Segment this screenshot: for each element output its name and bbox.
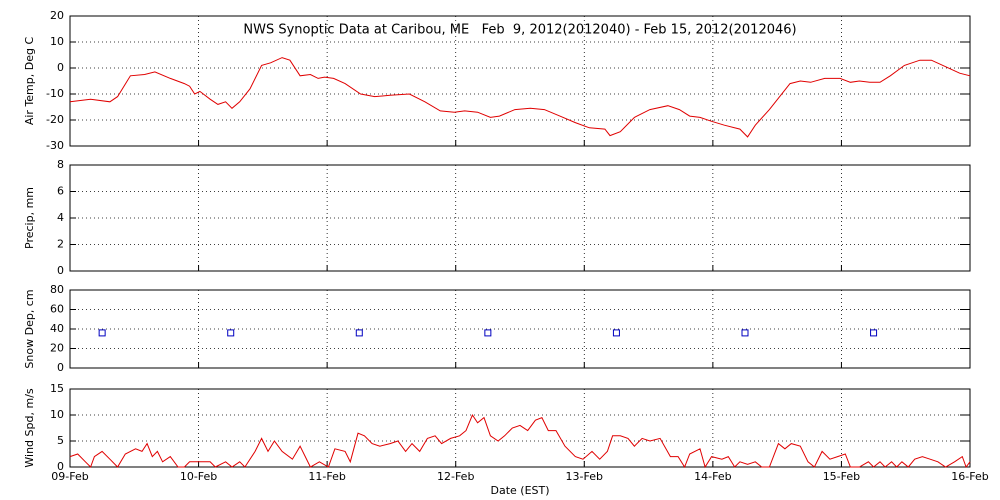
y-tick-label: 60 xyxy=(50,303,64,316)
y-axis-label: Wind Spd, m/s xyxy=(23,388,36,468)
data-line xyxy=(69,413,971,469)
y-tick-label: 0 xyxy=(57,460,64,473)
data-point xyxy=(484,329,492,337)
data-point xyxy=(612,329,620,337)
plot-frame xyxy=(69,15,971,147)
y-tick-label: 20 xyxy=(50,342,64,355)
data-point xyxy=(741,329,749,337)
x-tick-label: 16-Feb xyxy=(951,470,988,483)
y-tick-label: 15 xyxy=(50,382,64,395)
data-point xyxy=(870,329,878,337)
y-tick-label: 10 xyxy=(50,408,64,421)
x-tick-label: 14-Feb xyxy=(694,470,731,483)
y-tick-label: 5 xyxy=(57,434,64,447)
plot-frame xyxy=(69,164,971,272)
data-point xyxy=(98,329,106,337)
data-point xyxy=(227,329,235,337)
y-tick-label: 40 xyxy=(50,322,64,335)
chart-title: NWS Synoptic Data at Caribou, ME Feb 9, … xyxy=(243,23,796,38)
y-tick-label: 8 xyxy=(57,158,64,171)
plot-frame xyxy=(69,388,971,468)
y-tick-label: 20 xyxy=(50,9,64,22)
y-tick-label: 0 xyxy=(57,361,64,374)
y-tick-label: 80 xyxy=(50,283,64,296)
y-axis-label: Snow Dep, cm xyxy=(23,289,36,368)
data-point xyxy=(355,329,363,337)
x-tick-label: 13-Feb xyxy=(566,470,603,483)
x-axis-label: Date (EST) xyxy=(490,484,549,497)
y-tick-label: 10 xyxy=(50,35,64,48)
x-tick-label: 11-Feb xyxy=(308,470,345,483)
y-tick-label: -30 xyxy=(46,139,64,152)
x-tick-label: 15-Feb xyxy=(823,470,860,483)
data-line xyxy=(69,57,971,138)
y-tick-label: -20 xyxy=(46,113,64,126)
x-tick-label: 12-Feb xyxy=(437,470,474,483)
y-axis-label: Precip, mm xyxy=(23,187,36,249)
plot-frame xyxy=(69,289,971,369)
y-tick-label: 4 xyxy=(57,211,64,224)
y-axis-label: Air Temp, Deg C xyxy=(23,37,36,126)
y-tick-label: 0 xyxy=(57,264,64,277)
y-tick-label: 0 xyxy=(57,61,64,74)
y-tick-label: 2 xyxy=(57,238,64,251)
x-tick-label: 10-Feb xyxy=(180,470,217,483)
y-tick-label: -10 xyxy=(46,87,64,100)
x-tick-label: 09-Feb xyxy=(51,470,88,483)
y-tick-label: 6 xyxy=(57,185,64,198)
